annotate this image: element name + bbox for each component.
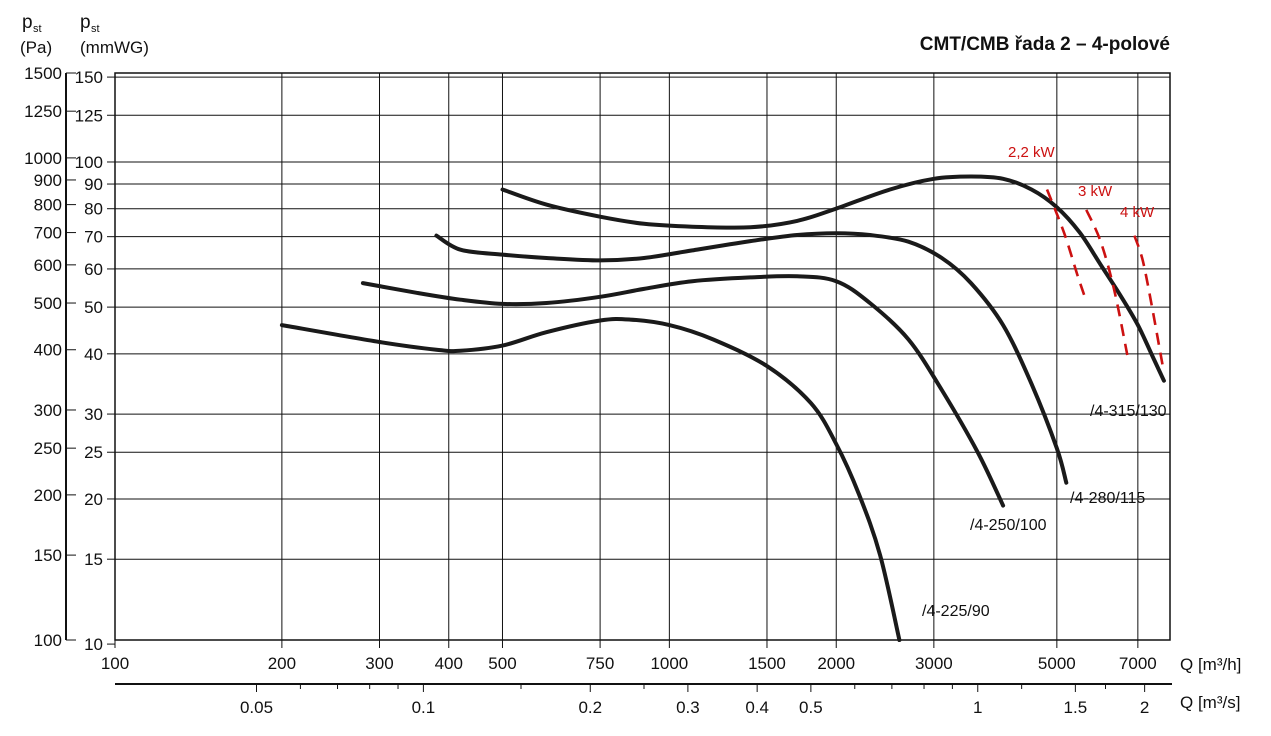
tick-label-y-pa: 600	[34, 256, 62, 275]
y-axis-pa-symbol: p	[22, 12, 33, 33]
tick-label-y-mmwg: 50	[84, 298, 103, 317]
tick-label-y-pa: 500	[34, 294, 62, 313]
grid	[115, 73, 1170, 640]
tick-label-y-mmwg: 70	[84, 228, 103, 247]
tick-label-x-m3s: 0.5	[799, 698, 823, 717]
tick-label-y-mmwg: 25	[84, 443, 103, 462]
tick-label-x-m3h: 3000	[915, 654, 953, 673]
tick-label-x-m3s: 0.3	[676, 698, 700, 717]
tick-label-y-mmwg: 30	[84, 405, 103, 424]
tick-label-y-mmwg: 20	[84, 490, 103, 509]
fan-curves	[279, 174, 1166, 642]
tick-label-y-pa: 250	[34, 439, 62, 458]
x-axis-m3s-unit: Q [m³/s]	[1180, 693, 1240, 712]
y-axis-pa-subscript: st	[33, 23, 42, 35]
axes	[65, 72, 1172, 692]
tick-label-y-pa: 200	[34, 486, 62, 505]
tick-label-x-m3h: 500	[488, 654, 516, 673]
tick-label-x-m3h: 5000	[1038, 654, 1076, 673]
tick-label-y-mmwg: 100	[75, 153, 103, 172]
tick-label-x-m3s: 1	[973, 698, 982, 717]
x-axis-m3h-unit: Q [m³/h]	[1180, 655, 1241, 674]
series-label: /4-315/130	[1090, 403, 1167, 420]
power-line	[1133, 235, 1165, 370]
tick-label-y-mmwg: 60	[84, 260, 103, 279]
tick-label-x-m3s: 1.5	[1064, 698, 1088, 717]
tick-label-y-pa: 1500	[24, 64, 62, 83]
curve-4-22590	[279, 316, 902, 642]
power-line	[1085, 209, 1129, 356]
y-axis-mm-symbol: p	[80, 12, 91, 33]
tick-label-x-m3h: 300	[365, 654, 393, 673]
y-axis-mm-unit: (mmWG)	[80, 38, 149, 57]
tick-label-x-m3h: 1000	[650, 654, 688, 673]
curve-4-250100	[360, 274, 1006, 508]
tick-label-y-pa: 800	[34, 196, 62, 215]
tick-label-y-pa: 400	[34, 341, 62, 360]
power-label: 4 kW	[1120, 204, 1155, 221]
tick-label-x-m3h: 100	[101, 654, 129, 673]
tick-label-y-mmwg: 10	[84, 635, 103, 654]
chart-title: CMT/CMB řada 2 – 4-polové	[920, 34, 1170, 55]
curve-4-315130	[500, 174, 1166, 383]
tick-label-x-m3h: 400	[435, 654, 463, 673]
tick-label-y-mmwg: 80	[84, 200, 103, 219]
tick-label-x-m3s: 0.4	[745, 698, 769, 717]
series-label: /4-225/90	[922, 603, 990, 620]
tick-label-x-m3h: 7000	[1119, 654, 1157, 673]
tick-label-y-pa: 900	[34, 171, 62, 190]
tick-label-y-pa: 100	[34, 631, 62, 650]
tick-label-y-pa: 150	[34, 546, 62, 565]
power-lines	[1045, 189, 1165, 370]
tick-label-y-pa: 1000	[24, 149, 62, 168]
tick-label-y-mmwg: 125	[75, 106, 103, 125]
plot-frame	[114, 72, 1171, 641]
y-axis-pa-unit: (Pa)	[20, 38, 52, 57]
tick-label-x-m3h: 200	[268, 654, 296, 673]
power-line	[1045, 189, 1086, 296]
tick-label-x-m3h: 750	[586, 654, 614, 673]
tick-label-y-pa: 700	[34, 224, 62, 243]
tick-label-y-pa: 1250	[24, 102, 62, 121]
tick-label-y-mmwg: 15	[84, 550, 103, 569]
tick-label-x-m3h: 2000	[817, 654, 855, 673]
tick-label-x-m3h: 1500	[748, 654, 786, 673]
power-label: 2,2 kW	[1008, 144, 1056, 161]
tick-label-x-m3s: 0.05	[240, 698, 273, 717]
curve-4-280115	[434, 231, 1069, 485]
power-label: 3 kW	[1078, 183, 1113, 200]
series-label: /4-250/100	[970, 517, 1047, 534]
tick-label-y-mmwg: 90	[84, 175, 103, 194]
y-axis-mm-subscript: st	[91, 23, 100, 35]
tick-label-y-mmwg: 150	[75, 68, 103, 87]
tick-label-x-m3s: 0.1	[412, 698, 436, 717]
tick-label-x-m3s: 0.2	[578, 698, 602, 717]
tick-label-x-m3s: 2	[1140, 698, 1149, 717]
tick-labels: 100 200 300 400 500 750 1000 1500 2000 3000 5000 70…	[24, 64, 1166, 717]
tick-label-y-mmwg: 40	[84, 345, 103, 364]
tick-label-y-pa: 300	[34, 401, 62, 420]
series-label: /4-280/115	[1070, 490, 1145, 507]
